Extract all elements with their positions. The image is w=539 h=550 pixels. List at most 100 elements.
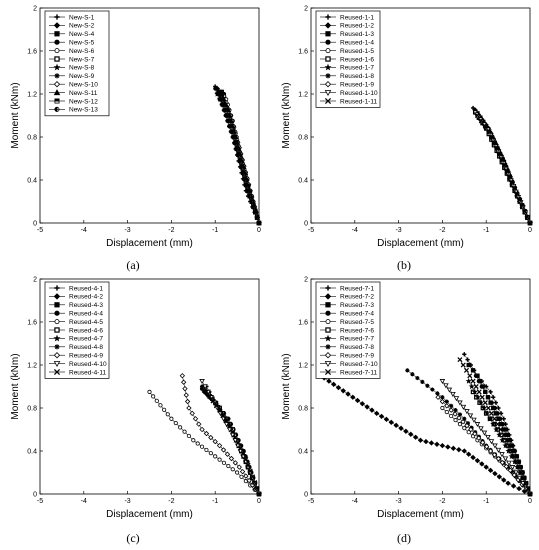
data-point bbox=[439, 379, 446, 385]
legend-marker bbox=[53, 368, 61, 376]
data-point bbox=[510, 443, 515, 448]
data-point bbox=[226, 423, 232, 429]
data-point bbox=[243, 473, 249, 479]
y-tick-label: 0.4 bbox=[27, 449, 37, 456]
data-point bbox=[466, 451, 472, 457]
data-point bbox=[522, 208, 528, 214]
data-point bbox=[495, 421, 501, 427]
data-point bbox=[189, 410, 195, 417]
data-point bbox=[480, 439, 486, 446]
legend-marker bbox=[54, 344, 60, 350]
data-point bbox=[511, 185, 517, 191]
data-point bbox=[226, 463, 231, 469]
legend-marker bbox=[54, 73, 60, 79]
data-point bbox=[212, 438, 218, 445]
data-point bbox=[492, 405, 498, 411]
data-point bbox=[457, 400, 463, 406]
data-point bbox=[462, 352, 467, 357]
x-tick-label: -5 bbox=[308, 498, 314, 505]
data-point bbox=[154, 398, 159, 403]
data-point bbox=[460, 404, 467, 410]
series-group bbox=[213, 84, 263, 226]
data-point bbox=[479, 461, 485, 467]
data-point bbox=[245, 462, 251, 468]
data-point bbox=[488, 439, 495, 445]
legend-label: Reused-1-7 bbox=[340, 65, 374, 72]
data-point bbox=[495, 411, 500, 416]
data-point bbox=[460, 419, 466, 425]
series-group bbox=[321, 352, 534, 497]
data-point bbox=[502, 162, 508, 168]
legend-marker bbox=[53, 81, 61, 88]
data-point bbox=[444, 409, 449, 415]
data-point bbox=[183, 392, 189, 398]
data-point bbox=[486, 129, 492, 135]
chart-d: -5 -4 -3 -2 -1 0 0 0.4 0.8 1.2 1.6 2 Displacement (m… bbox=[281, 277, 534, 545]
plot-frame bbox=[39, 7, 260, 224]
data-point bbox=[525, 486, 531, 492]
data-point bbox=[498, 426, 504, 433]
data-point bbox=[510, 483, 517, 489]
data-point bbox=[507, 174, 513, 180]
legend-label: Reused-4-4 bbox=[69, 311, 103, 318]
data-point bbox=[511, 453, 517, 459]
data-point bbox=[456, 446, 462, 453]
data-point bbox=[477, 399, 485, 406]
data-point bbox=[491, 140, 498, 146]
data-point bbox=[462, 426, 467, 431]
panel-caption: (b) bbox=[397, 258, 411, 272]
data-point bbox=[464, 422, 470, 429]
data-point bbox=[428, 440, 435, 446]
data-point bbox=[495, 456, 502, 462]
legend-marker bbox=[325, 285, 331, 291]
data-point bbox=[502, 442, 509, 449]
legend-label: Reused-4-5 bbox=[69, 319, 103, 326]
data-point bbox=[478, 426, 484, 432]
legend-label: Reused-1-11 bbox=[340, 98, 377, 105]
legend-label: Reused-4-11 bbox=[69, 369, 106, 376]
data-point bbox=[354, 397, 361, 404]
data-point bbox=[220, 447, 227, 453]
legend-marker bbox=[53, 89, 61, 96]
y-tick-label: 0.8 bbox=[298, 135, 308, 142]
data-point bbox=[470, 368, 476, 373]
x-tick-label: -4 bbox=[352, 498, 358, 505]
data-point bbox=[213, 454, 218, 459]
data-point bbox=[203, 389, 209, 395]
legend-label: Reused-7-8 bbox=[340, 344, 374, 351]
data-point bbox=[219, 102, 224, 107]
x-tick-label: -3 bbox=[395, 498, 401, 505]
data-point bbox=[473, 373, 479, 378]
y-tick-label: 2 bbox=[304, 277, 308, 284]
data-point bbox=[496, 431, 503, 438]
legend-marker bbox=[53, 361, 61, 368]
data-point bbox=[491, 452, 498, 458]
data-point bbox=[225, 118, 230, 123]
legend-label: Reused-7-1 bbox=[340, 285, 374, 292]
y-tick-label: 1.6 bbox=[298, 49, 308, 56]
data-point bbox=[435, 391, 440, 396]
data-point bbox=[217, 97, 222, 102]
data-point bbox=[501, 477, 507, 483]
y-tick-label: 0.8 bbox=[298, 406, 308, 413]
data-point bbox=[378, 413, 385, 420]
data-point bbox=[199, 426, 205, 433]
data-point bbox=[186, 405, 192, 411]
legend-label: Reused-7-6 bbox=[340, 327, 374, 334]
data-point bbox=[236, 464, 242, 470]
data-point bbox=[483, 410, 491, 416]
legend-label: Reused-7-11 bbox=[340, 369, 377, 376]
y-tick-label: 1.2 bbox=[27, 92, 37, 99]
data-point bbox=[151, 394, 156, 399]
data-point bbox=[470, 454, 476, 461]
y-tick-label: 0.8 bbox=[27, 135, 37, 142]
data-point bbox=[434, 441, 440, 447]
legend-marker bbox=[53, 63, 61, 71]
data-point bbox=[519, 203, 525, 209]
x-tick-label: -2 bbox=[439, 498, 445, 505]
x-tick-label: -5 bbox=[308, 227, 314, 234]
legend-label: New-S-13 bbox=[69, 107, 98, 114]
legend-label: Reused-7-10 bbox=[340, 361, 378, 368]
data-point bbox=[331, 381, 337, 388]
